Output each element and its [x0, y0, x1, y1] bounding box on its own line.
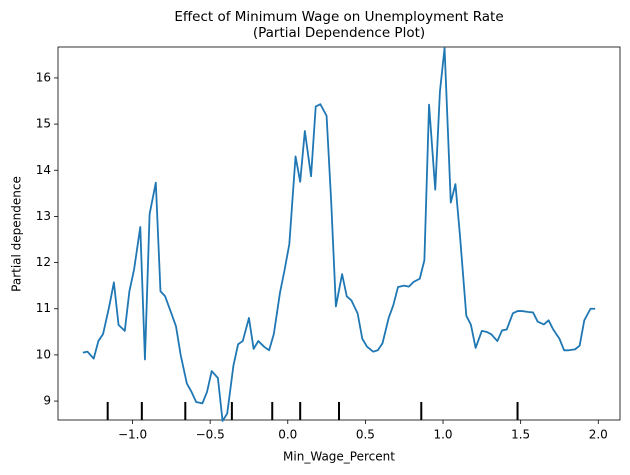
y-tick-label: 11 [36, 301, 51, 315]
x-axis-label: Min_Wage_Percent [283, 450, 395, 464]
y-tick-label: 16 [36, 70, 51, 84]
y-tick-label: 13 [36, 209, 51, 223]
plot-frame [57, 46, 621, 421]
data-line [82, 47, 596, 422]
chart-subtitle: (Partial Dependence Plot) [253, 25, 425, 41]
y-tick-label: 9 [43, 394, 51, 408]
x-tick-label: −1.0 [118, 428, 147, 442]
y-tick-label: 10 [36, 347, 51, 361]
x-tick-label: 0.5 [356, 428, 375, 442]
x-tick-label: 2.0 [589, 428, 608, 442]
x-tick-label: −0.5 [196, 428, 225, 442]
y-tick-label: 12 [36, 255, 51, 269]
y-tick-label: 15 [36, 117, 51, 131]
chart-title: Effect of Minimum Wage on Unemployment R… [174, 9, 503, 25]
x-tick-label: 0.0 [278, 428, 297, 442]
y-axis-label: Partial dependence [10, 176, 24, 292]
x-tick-label: 1.5 [511, 428, 530, 442]
y-tick-label: 14 [36, 163, 51, 177]
x-tick-label: 1.0 [433, 428, 452, 442]
